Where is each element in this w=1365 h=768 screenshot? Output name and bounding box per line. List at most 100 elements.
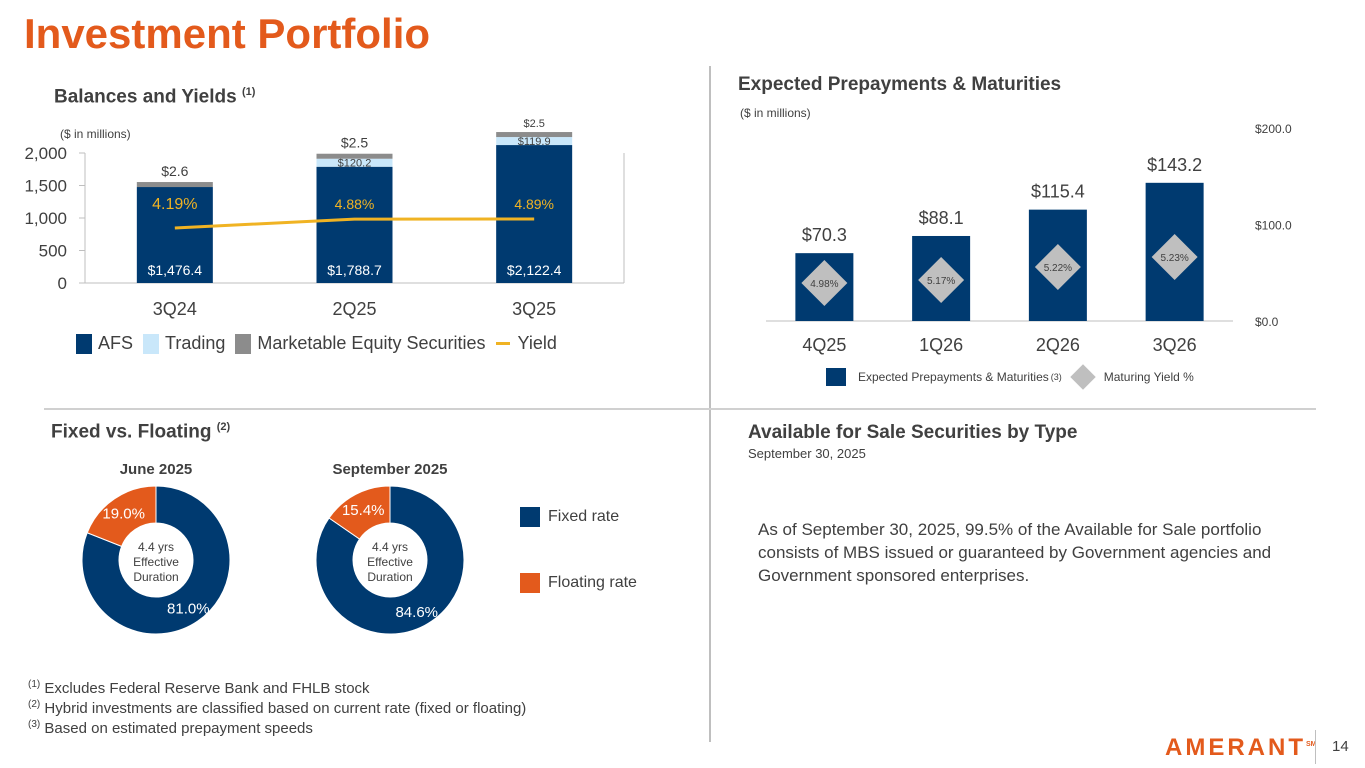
maturing-yield-diamond [1151, 234, 1198, 280]
afs-swatch [76, 333, 92, 354]
fixed-legend: Fixed rate [520, 507, 619, 527]
prepay-value-label: $115.4 [1031, 182, 1085, 202]
horizontal-divider [44, 408, 1316, 410]
donut-title: September 2025 [332, 461, 447, 478]
bar-afs [136, 187, 213, 283]
maturing-yield-diamond [1034, 244, 1081, 290]
diamond-swatch [1070, 364, 1096, 390]
fixed-rate-slice [315, 485, 465, 635]
fixed-rate-label: 81.0% [167, 601, 210, 618]
fixed-floating-title: Fixed vs. Floating (2) [51, 421, 230, 443]
duration-label: Effective [367, 555, 413, 569]
page-title: Investment Portfolio [24, 10, 431, 57]
logo-mark: SM [1306, 741, 1317, 748]
legend-floating: Floating rate [548, 574, 637, 591]
trading-value-label: $120.2 [338, 158, 372, 170]
duration-label: Duration [367, 570, 412, 584]
y-tick-label: $0.0 [1255, 315, 1279, 329]
donut-title: June 2025 [120, 461, 193, 478]
y-tick-label: $200.0 [1255, 122, 1292, 136]
afs-value-label: $1,476.4 [148, 262, 203, 278]
afs-value-label: $1,788.7 [327, 262, 382, 278]
x-tick-label: 3Q24 [153, 299, 197, 319]
legend-prepay: Expected Prepayments & Maturities [858, 370, 1049, 384]
yield-line [174, 217, 535, 230]
y-tick-label: 1,500 [24, 177, 67, 196]
prepay-value-label: $143.2 [1147, 155, 1202, 175]
donut-center [120, 524, 192, 596]
legend-yield: Yield [517, 333, 557, 353]
fixed-floating-title-sup: (2) [216, 421, 231, 433]
maturing-yield-diamond [918, 257, 965, 303]
x-tick-label: 4Q25 [802, 335, 846, 355]
duration-label: Duration [133, 570, 178, 584]
footnote-2-text: Hybrid investments are classified based … [40, 700, 527, 717]
duration-label: 4.4 yrs [372, 540, 408, 554]
legend-fixed: Fixed rate [548, 508, 620, 525]
equity-value-label: $2.5 [341, 135, 368, 151]
floating-rate-slice [86, 485, 157, 548]
prepay-title: Expected Prepayments & Maturities [738, 74, 1062, 95]
page-number: 14 [1332, 738, 1349, 755]
bar-marketable-equity-securities [136, 182, 213, 188]
afs-subtitle: September 30, 2025 [748, 446, 866, 461]
prepay-legend: Expected Prepayments & Maturities (3) Ma… [826, 364, 1194, 390]
donut-center [354, 524, 426, 596]
bar-trading [316, 158, 393, 167]
footnote-2: (2) Hybrid investments are classified ba… [28, 699, 526, 717]
balances-title: Balances and Yields (1) [54, 86, 255, 108]
floating-legend: Floating rate [520, 573, 637, 593]
footnote-1-text: Excludes Federal Reserve Bank and FHLB s… [40, 680, 370, 697]
x-tick-label: 2Q25 [332, 299, 376, 319]
logo-divider [1315, 730, 1316, 764]
floating-swatch [520, 573, 540, 593]
bar-marketable-equity-securities [316, 153, 393, 159]
balances-title-text: Balances and Yields [54, 86, 237, 108]
floating-rate-label: 19.0% [102, 505, 145, 522]
fixed-rate-slice [81, 485, 231, 635]
vertical-divider [709, 66, 711, 742]
y-tick-label: 500 [39, 242, 67, 261]
y-tick-label: $100.0 [1255, 219, 1292, 233]
y-tick-label: 2,000 [24, 144, 67, 163]
duration-label: Effective [133, 555, 179, 569]
x-tick-label: 1Q26 [919, 335, 963, 355]
bar-trading [496, 137, 573, 146]
maturing-yield-label: 5.23% [1160, 253, 1188, 264]
footnote-1: (1) Excludes Federal Reserve Bank and FH… [28, 679, 370, 697]
balances-legend: AFS Trading Marketable Equity Securities… [76, 333, 557, 354]
maturing-yield-label: 5.22% [1044, 263, 1072, 274]
prepay-chart: $0.0 $100.0 $200.0 $70.3 4.98% 4Q25 $88.1 5.17%… [766, 122, 1292, 355]
prepay-swatch [826, 368, 846, 386]
bar-afs [496, 145, 573, 283]
trading-value-label: $119.9 [518, 136, 551, 148]
afs-title: Available for Sale Securities by Type [748, 422, 1078, 443]
floating-rate-slice [328, 485, 391, 540]
yield-swatch [495, 342, 510, 345]
bar-marketable-equity-securities [496, 132, 573, 138]
maturing-yield-diamond [801, 260, 848, 306]
legend-prepay-sup: (3) [1050, 372, 1062, 382]
y-tick-label: 1,000 [24, 209, 67, 228]
prepay-units: ($ in millions) [740, 106, 811, 120]
x-tick-label: 2Q26 [1036, 335, 1080, 355]
footnote-2-sup: (2) [28, 699, 41, 710]
amerant-logo: AMERANTSM [1165, 734, 1317, 762]
floating-rate-label: 15.4% [342, 502, 385, 519]
yield-label: 4.88% [335, 196, 375, 212]
legend-trading: Trading [165, 333, 226, 353]
balances-units: ($ in millions) [60, 127, 131, 141]
footnote-3: (3) Based on estimated prepayment speeds [28, 719, 313, 737]
logo-text: AMERANT [1165, 734, 1306, 761]
equity-swatch [235, 333, 252, 354]
prepay-value-label: $70.3 [802, 225, 847, 245]
equity-value-label: $2.6 [161, 163, 188, 179]
fixed-rate-label: 84.6% [395, 604, 438, 621]
duration-label: 4.4 yrs [138, 540, 174, 554]
prepay-value-label: $88.1 [919, 208, 964, 228]
yield-label: 4.89% [514, 196, 554, 212]
footnote-1-sup: (1) [28, 679, 41, 690]
legend-maturing-yield: Maturing Yield % [1103, 370, 1194, 384]
x-tick-label: 3Q25 [512, 299, 556, 319]
